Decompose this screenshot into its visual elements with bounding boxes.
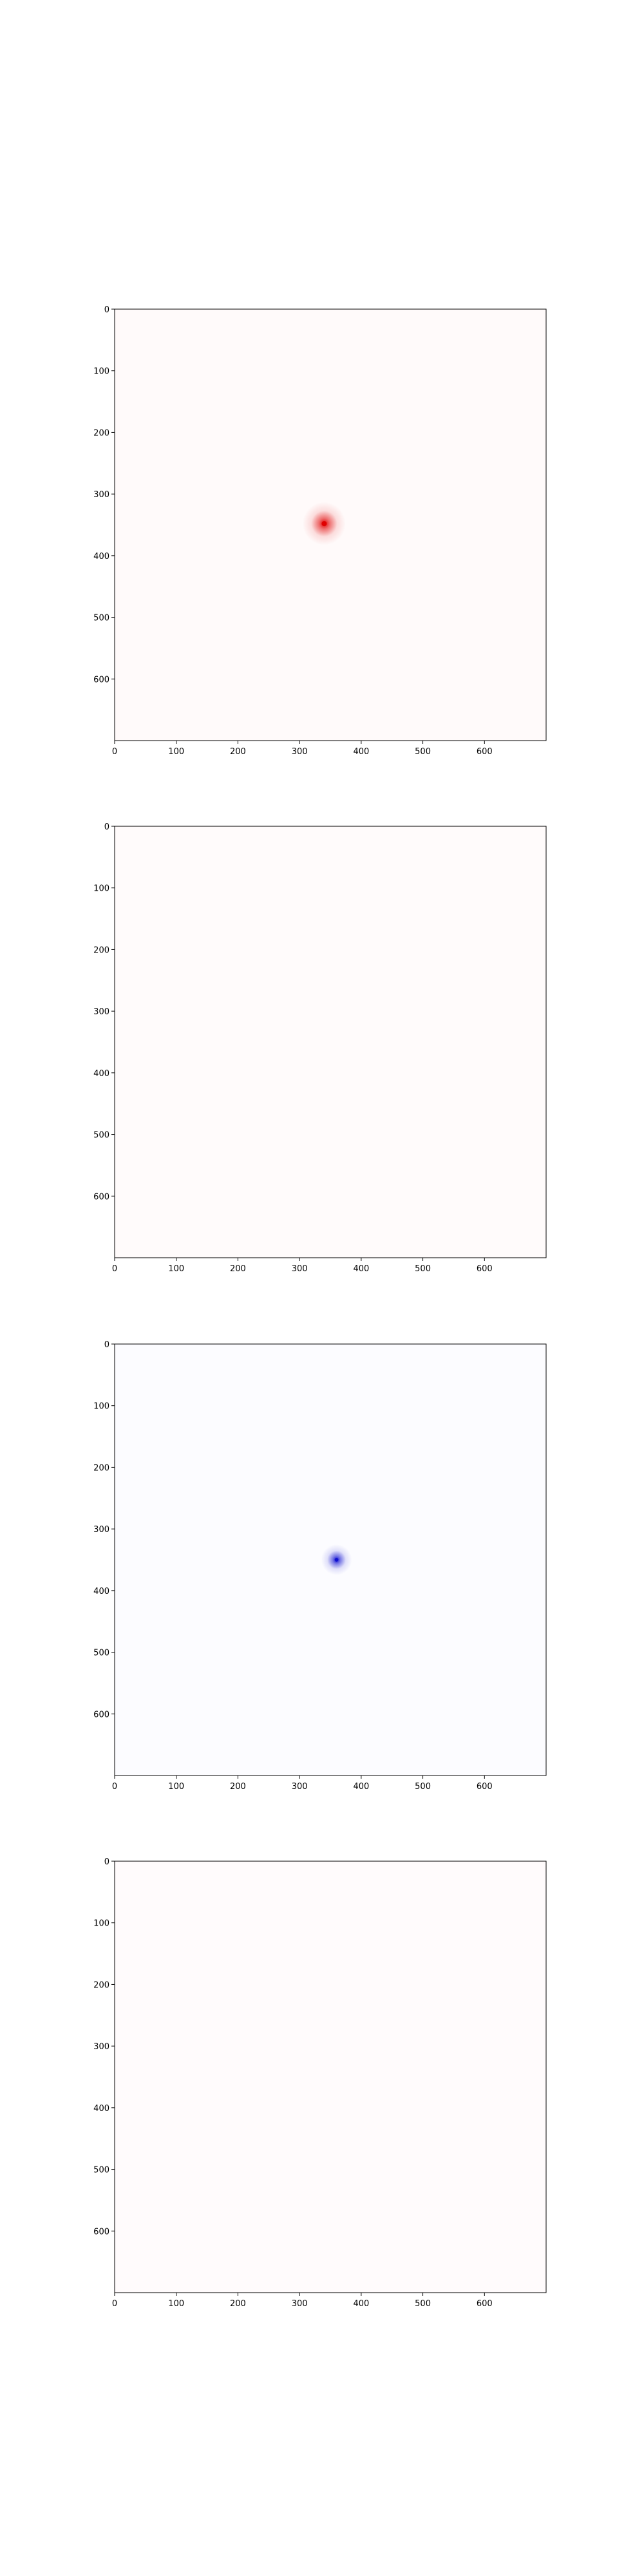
y-tick-label: 200 bbox=[93, 945, 109, 955]
y-tick-label: 300 bbox=[93, 1525, 109, 1535]
x-tick-label: 600 bbox=[477, 1264, 493, 1274]
y-tick-label: 600 bbox=[93, 2227, 109, 2237]
heatmap-panel-2: 0 100 200 300 400 500 600 0 100 200 300 400 500 600 bbox=[93, 822, 547, 1274]
x-tick-label: 0 bbox=[112, 1264, 117, 1274]
heatmap-panel-1: 0 100 200 300 400 500 600 0 100 200 300 400 500 600 bbox=[93, 305, 547, 757]
y-tick-label: 100 bbox=[93, 1919, 109, 1929]
x-tick-label: 300 bbox=[292, 1782, 308, 1792]
x-tick-label: 100 bbox=[168, 747, 184, 757]
y-tick-label: 100 bbox=[93, 1402, 109, 1412]
x-tick-label: 0 bbox=[112, 2299, 117, 2309]
x-tick-label: 500 bbox=[415, 2299, 431, 2309]
y-tick-label: 500 bbox=[93, 1649, 109, 1658]
x-tick-label: 200 bbox=[230, 1264, 246, 1274]
x-tick-label: 500 bbox=[415, 1782, 431, 1792]
y-tick-label: 200 bbox=[93, 428, 109, 438]
x-tick-label: 600 bbox=[477, 747, 493, 757]
x-tick-label: 500 bbox=[415, 1264, 431, 1274]
heatmap-panel-4: 0 100 200 300 400 500 600 0 100 200 300 400 500 600 bbox=[93, 1857, 547, 2309]
y-tick-label: 0 bbox=[104, 305, 109, 315]
plot-frame bbox=[114, 1861, 547, 2293]
x-tick-label: 100 bbox=[168, 1782, 184, 1792]
x-tick-label: 100 bbox=[168, 1264, 184, 1274]
x-tick-label: 400 bbox=[353, 1782, 369, 1792]
x-tick-label: 500 bbox=[415, 747, 431, 757]
y-tick-label: 600 bbox=[93, 675, 109, 685]
y-tick-label: 0 bbox=[104, 1340, 109, 1350]
x-tick-label: 300 bbox=[292, 747, 308, 757]
x-tick-label: 200 bbox=[230, 747, 246, 757]
heatmap-panel-3: 0 100 200 300 400 500 600 0 100 200 300 400 500 600 bbox=[93, 1340, 547, 1792]
y-tick-label: 500 bbox=[93, 614, 109, 623]
x-tick-label: 600 bbox=[477, 2299, 493, 2309]
heatmap-field bbox=[115, 1861, 546, 2293]
y-tick-label: 400 bbox=[93, 1069, 109, 1079]
x-tick-label: 100 bbox=[168, 2299, 184, 2309]
x-tick-label: 0 bbox=[112, 1782, 117, 1792]
x-tick-label: 400 bbox=[353, 2299, 369, 2309]
y-tick-label: 300 bbox=[93, 490, 109, 500]
x-tick-label: 200 bbox=[230, 2299, 246, 2309]
heatmap-hotspot-core bbox=[334, 1558, 339, 1562]
y-tick-label: 0 bbox=[104, 1857, 109, 1867]
y-tick-label: 0 bbox=[104, 822, 109, 832]
y-tick-label: 400 bbox=[93, 552, 109, 562]
heatmap-field bbox=[115, 826, 546, 1258]
heatmap-hotspot-core bbox=[321, 521, 327, 527]
y-tick-label: 300 bbox=[93, 2042, 109, 2052]
y-tick-label: 100 bbox=[93, 884, 109, 894]
x-tick-label: 600 bbox=[477, 1782, 493, 1792]
x-tick-label: 400 bbox=[353, 1264, 369, 1274]
y-tick-label: 500 bbox=[93, 2166, 109, 2175]
y-tick-label: 600 bbox=[93, 1710, 109, 1719]
x-tick-label: 0 bbox=[112, 747, 117, 757]
x-tick-label: 300 bbox=[292, 1264, 308, 1274]
y-tick-label: 300 bbox=[93, 1007, 109, 1017]
x-tick-label: 400 bbox=[353, 747, 369, 757]
plot-frame bbox=[114, 308, 547, 741]
y-tick-label: 500 bbox=[93, 1131, 109, 1141]
plot-frame bbox=[114, 826, 547, 1258]
y-tick-label: 200 bbox=[93, 1980, 109, 1990]
y-tick-label: 200 bbox=[93, 1463, 109, 1473]
y-tick-label: 600 bbox=[93, 1192, 109, 1202]
y-tick-label: 100 bbox=[93, 367, 109, 377]
y-tick-label: 400 bbox=[93, 1587, 109, 1596]
x-tick-label: 300 bbox=[292, 2299, 308, 2309]
plot-frame bbox=[114, 1343, 547, 1776]
x-tick-label: 200 bbox=[230, 1782, 246, 1792]
y-tick-label: 400 bbox=[93, 2104, 109, 2114]
